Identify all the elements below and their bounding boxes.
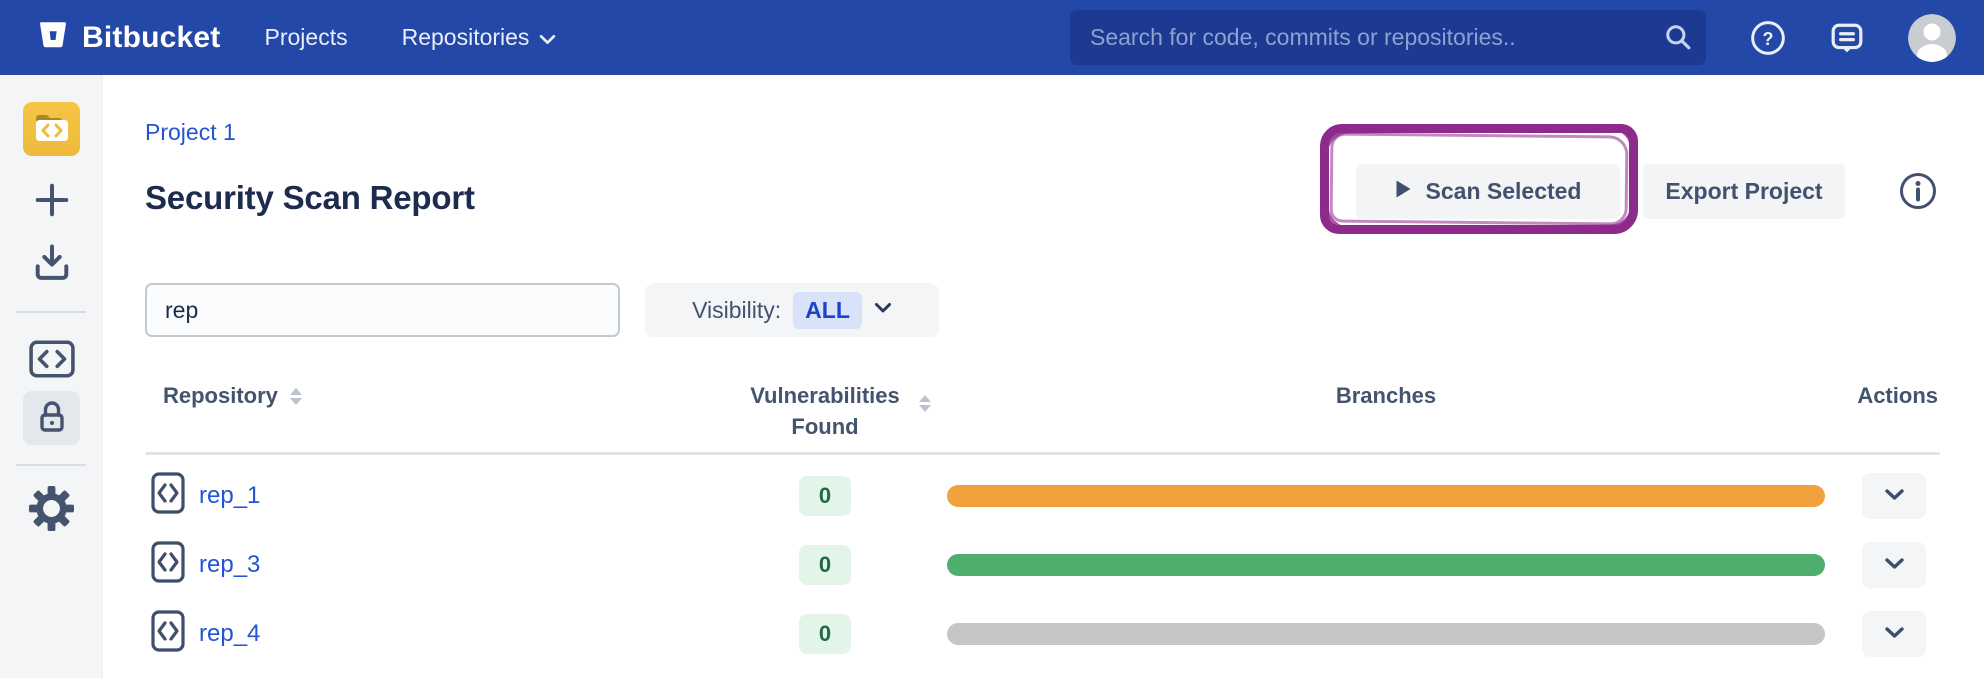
vulnerabilities-badge: 0 bbox=[799, 613, 851, 654]
sidebar-divider bbox=[16, 311, 86, 313]
sidebar-item-create[interactable] bbox=[0, 178, 103, 227]
user-avatar[interactable] bbox=[1908, 13, 1956, 62]
info-icon[interactable] bbox=[1898, 171, 1938, 211]
table-row: rep_1 0 bbox=[145, 461, 1940, 530]
repository-icon bbox=[151, 541, 185, 588]
repository-link[interactable]: rep_1 bbox=[199, 481, 261, 509]
svg-text:?: ? bbox=[1763, 28, 1774, 48]
chevron-down-icon bbox=[1884, 488, 1905, 504]
column-header-repository[interactable]: Repository bbox=[145, 380, 705, 452]
sidebar-project-avatar[interactable] bbox=[0, 102, 103, 156]
left-sidebar bbox=[0, 75, 103, 678]
sort-icon bbox=[289, 388, 302, 405]
main-content: Project 1 Security Scan Report Scan Sele… bbox=[103, 75, 1984, 678]
scan-selected-button[interactable]: Scan Selected bbox=[1356, 164, 1620, 219]
nav-right: ? bbox=[1070, 10, 1956, 65]
repository-link[interactable]: rep_4 bbox=[199, 619, 261, 647]
lock-icon bbox=[32, 396, 72, 441]
visibility-value-badge: ALL bbox=[793, 291, 862, 329]
nav-links: Projects Repositories bbox=[265, 24, 557, 51]
chevron-down-icon bbox=[539, 24, 556, 51]
repository-link[interactable]: rep_3 bbox=[199, 550, 261, 578]
chevron-down-icon bbox=[1884, 557, 1905, 573]
repository-filter-input[interactable] bbox=[145, 283, 620, 337]
sidebar-item-source[interactable] bbox=[0, 340, 103, 383]
vulnerabilities-badge: 0 bbox=[799, 544, 851, 585]
row-actions-dropdown-button[interactable] bbox=[1862, 541, 1926, 588]
code-brackets-icon bbox=[28, 340, 75, 383]
gear-icon bbox=[28, 485, 75, 537]
brand-title: Bitbucket bbox=[82, 20, 221, 54]
sort-icon bbox=[919, 395, 931, 412]
folder-code-icon bbox=[32, 109, 72, 150]
top-nav: Bitbucket Projects Repositories ? bbox=[0, 0, 1984, 75]
visibility-label: Visibility: bbox=[692, 296, 782, 323]
bitbucket-logo-icon bbox=[36, 18, 70, 57]
branch-status-bar bbox=[947, 622, 1825, 645]
header-divider bbox=[145, 452, 1940, 455]
branch-status-bar bbox=[947, 553, 1825, 576]
table-row: rep_4 0 bbox=[145, 599, 1940, 668]
sidebar-divider bbox=[16, 464, 86, 466]
nav-item-repositories[interactable]: Repositories bbox=[402, 24, 557, 51]
feedback-icon[interactable] bbox=[1830, 21, 1864, 55]
global-search-input[interactable] bbox=[1070, 24, 1706, 51]
sidebar-item-settings[interactable] bbox=[0, 485, 103, 537]
branch-status-bar bbox=[947, 484, 1825, 507]
repositories-table: Repository Vulnerabilities Found Branche… bbox=[145, 380, 1940, 668]
nav-item-projects[interactable]: Projects bbox=[264, 24, 348, 50]
column-header-branches: Branches bbox=[1335, 383, 1437, 408]
help-icon[interactable]: ? bbox=[1750, 20, 1786, 56]
vulnerabilities-badge: 0 bbox=[799, 475, 851, 516]
search-icon[interactable] bbox=[1664, 23, 1692, 56]
page-title: Security Scan Report bbox=[145, 179, 475, 216]
sidebar-item-clone[interactable] bbox=[0, 241, 103, 290]
visibility-dropdown[interactable]: Visibility: ALL bbox=[645, 283, 939, 337]
table-row: rep_3 0 bbox=[145, 530, 1940, 599]
row-actions-dropdown-button[interactable] bbox=[1862, 610, 1926, 657]
bitbucket-home-link[interactable]: Bitbucket bbox=[36, 18, 221, 57]
play-icon bbox=[1395, 178, 1412, 205]
sidebar-item-security[interactable] bbox=[0, 391, 103, 445]
download-icon bbox=[30, 241, 74, 290]
row-actions-dropdown-button[interactable] bbox=[1862, 472, 1926, 519]
chevron-down-icon bbox=[874, 301, 892, 319]
repository-icon bbox=[151, 472, 185, 519]
column-header-vulnerabilities[interactable]: Vulnerabilities Found bbox=[705, 380, 945, 452]
export-project-button[interactable]: Export Project bbox=[1643, 164, 1845, 219]
table-header-row: Repository Vulnerabilities Found Branche… bbox=[145, 380, 1940, 452]
chevron-down-icon bbox=[1884, 626, 1905, 642]
global-search[interactable] bbox=[1070, 10, 1706, 65]
repository-icon bbox=[151, 610, 185, 657]
breadcrumb-project-link[interactable]: Project 1 bbox=[145, 119, 236, 145]
column-header-actions: Actions bbox=[1857, 383, 1938, 408]
plus-icon bbox=[30, 178, 74, 227]
selected-item-background bbox=[23, 391, 80, 445]
